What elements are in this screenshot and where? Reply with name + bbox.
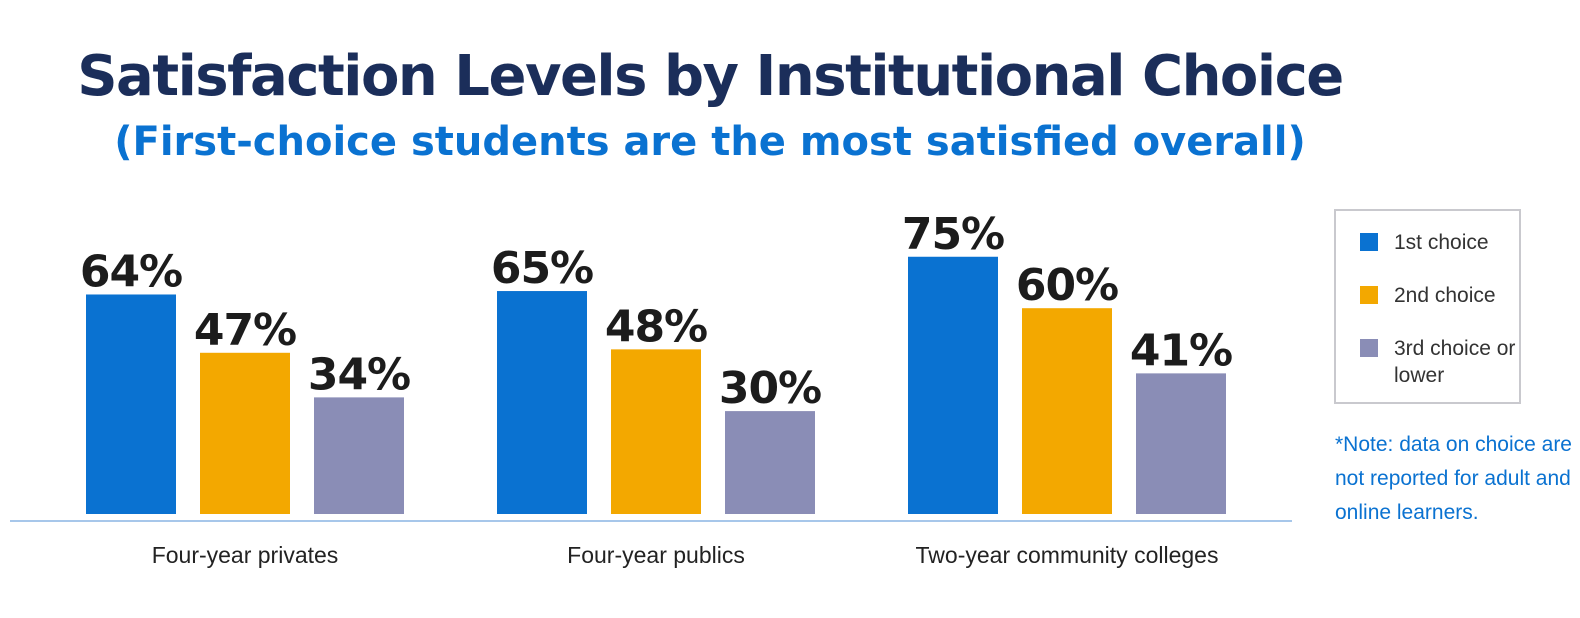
- legend-label: 2nd choice: [1394, 284, 1496, 307]
- value-label: 34%: [308, 349, 410, 400]
- value-label: 47%: [194, 305, 296, 356]
- chart-title: Satisfaction Levels by Institutional Cho…: [77, 44, 1344, 109]
- legend-label: 3rd choice or lower: [1394, 337, 1516, 387]
- bar-second-choice: [200, 352, 290, 514]
- category-label: Four-year publics: [567, 542, 745, 568]
- bar-third-choice: [314, 397, 404, 514]
- value-label: 30%: [719, 363, 821, 414]
- category-label: Four-year privates: [152, 542, 339, 568]
- bar-first-choice: [908, 256, 998, 514]
- bar-first-choice: [497, 291, 587, 514]
- value-label: 48%: [605, 301, 707, 352]
- footnote: *Note: data on choice are not reported f…: [1335, 433, 1572, 524]
- legend-label: 1st choice: [1394, 231, 1489, 254]
- category-label: Two-year community colleges: [916, 542, 1219, 568]
- value-label: 64%: [80, 246, 182, 297]
- legend-swatch-first-choice: [1360, 233, 1378, 251]
- bar-third-choice: [1136, 373, 1226, 514]
- legend-swatch-third-choice: [1360, 339, 1378, 357]
- chart-subtitle: (First-choice students are the most sati…: [114, 119, 1306, 165]
- value-label: 41%: [1130, 325, 1232, 376]
- value-label: 75%: [902, 209, 1004, 260]
- value-label: 65%: [491, 243, 593, 294]
- bar-chart: 64%47%34% Four-year privates 65%48%30% Four…: [10, 209, 1292, 568]
- bar-third-choice: [725, 411, 815, 514]
- value-label: 60%: [1016, 260, 1118, 311]
- bar-second-choice: [611, 349, 701, 514]
- legend-swatch-second-choice: [1360, 286, 1378, 304]
- chart-legend: 1st choice 2nd choice 3rd choice or lowe…: [1334, 209, 1521, 404]
- bar-first-choice: [86, 294, 176, 514]
- bar-second-choice: [1022, 308, 1112, 514]
